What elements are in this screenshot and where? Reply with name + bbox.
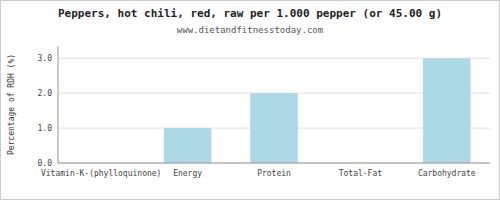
- y-tick-label: 2.0: [38, 89, 53, 98]
- x-tick-label: Protein: [257, 169, 291, 178]
- x-tick-label: Energy: [173, 169, 202, 178]
- y-axis: [58, 46, 59, 163]
- bar: [164, 128, 212, 163]
- title: Peppers, hot chili, red, raw per 1.000 p…: [58, 7, 442, 20]
- y-tick-label: 3.0: [38, 54, 53, 63]
- x-tick-label: Total-Fat: [339, 169, 383, 178]
- grid: [58, 58, 490, 163]
- background: [1, 1, 500, 200]
- bar: [423, 58, 471, 163]
- bars: [164, 58, 471, 163]
- x-axis: [58, 163, 490, 164]
- subtitle: www.dietandfitnesstoday.com: [177, 25, 323, 35]
- grid-line: [58, 163, 490, 164]
- y-tick-label: 0.0: [38, 159, 53, 168]
- chart: Peppers, hot chili, red, raw per 1.000 p…: [0, 0, 500, 200]
- y-axis-label: Percentage of RDH (%): [7, 54, 16, 155]
- bar: [250, 93, 298, 163]
- x-tick-label: Carbohydrate: [418, 169, 476, 178]
- y-tick-label: 1.0: [38, 124, 53, 133]
- x-tick-label: Vitamin-K-(phylloquinone): [41, 169, 161, 178]
